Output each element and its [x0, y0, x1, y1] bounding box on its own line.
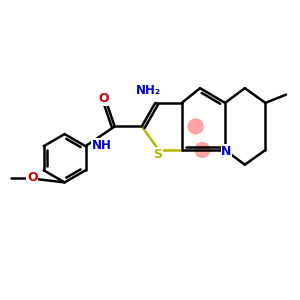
Circle shape [188, 119, 203, 134]
Text: N: N [221, 145, 232, 158]
Circle shape [195, 142, 210, 158]
Text: O: O [98, 92, 109, 105]
Text: NH₂: NH₂ [136, 84, 161, 97]
Text: NH: NH [92, 139, 111, 152]
Text: S: S [153, 148, 162, 161]
Text: O: O [27, 171, 38, 184]
